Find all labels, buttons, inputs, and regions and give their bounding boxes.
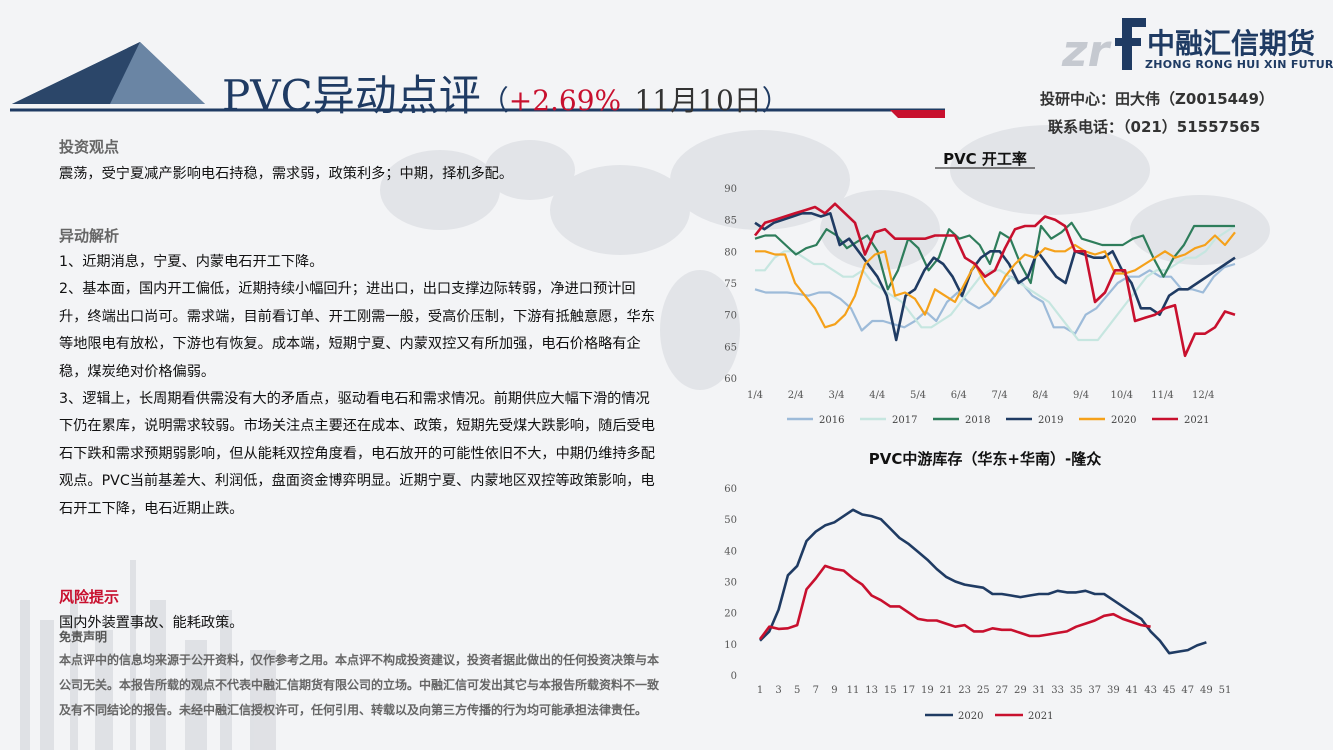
chart2-x-tick: 19 <box>921 685 934 696</box>
title-date: 11月10日 <box>634 84 762 117</box>
chart2-x-tick: 23 <box>958 685 971 696</box>
risk-heading: 风险提示 <box>59 588 120 606</box>
chart1-x-tick: 2/4 <box>788 390 804 401</box>
chart2-x-tick: 41 <box>1126 685 1139 696</box>
chart2-x-tick: 11 <box>847 685 860 696</box>
pvc-operating-rate-chart: PVC 开工率 60 65 70 75 80 85 90 1/4 2/4 3/4 4/4 5/4 6/4… <box>724 150 1236 426</box>
chart1-legend-label-2018: 2018 <box>965 415 990 426</box>
chart1-x-tick: 10/4 <box>1111 390 1133 401</box>
chart1-y-tick: 60 <box>724 374 737 385</box>
contact-researcher: 投研中心：田大伟（Z0015449） <box>1040 90 1274 108</box>
chart1-legend-label-2019: 2019 <box>1038 415 1063 426</box>
chart2-y-tick: 60 <box>724 484 737 495</box>
analysis-heading: 异动解析 <box>59 227 120 245</box>
chart1-series-line-2020 <box>755 231 1236 329</box>
header-decoration <box>10 42 945 118</box>
chart1-legend-label-2020: 2020 <box>1111 415 1136 426</box>
chart2-x-tick: 3 <box>775 685 781 696</box>
svg-text:zr: zr <box>1061 26 1112 77</box>
chart1-y-tick: 65 <box>724 342 737 353</box>
view-heading: 投资观点 <box>59 138 120 156</box>
chart2-x-tick: 9 <box>831 685 837 696</box>
chart1-series-line-2021 <box>753 202 1236 358</box>
chart1-x-tick: 9/4 <box>1073 390 1089 401</box>
chart1-title: PVC 开工率 <box>943 150 1027 168</box>
risk-text: 国内外装置事故、能耗政策。 <box>59 615 244 631</box>
chart2-y-tick: 50 <box>724 515 737 526</box>
chart2-x-tick: 51 <box>1219 685 1232 696</box>
chart1-x-tick: 1/4 <box>747 390 763 401</box>
chart2-series-line-2020 <box>759 508 1207 655</box>
chart2-x-tick: 43 <box>1144 685 1157 696</box>
chart2-y-tick: 20 <box>724 609 737 620</box>
chart2-x-tick: 33 <box>1051 685 1064 696</box>
chart1-series-line-2019 <box>754 212 1236 342</box>
chart2-y-tick: 0 <box>731 671 737 682</box>
chart1-series-line-2018 <box>754 221 1235 291</box>
chart1-x-tick: 5/4 <box>910 390 926 401</box>
chart2-x-tick: 39 <box>1107 685 1120 696</box>
company-logo: zr <box>1061 18 1146 77</box>
chart2-x-tick: 7 <box>813 685 819 696</box>
title-main: PVC异动点评 <box>222 71 481 120</box>
chart1-x-tick: 7/4 <box>991 390 1007 401</box>
chart2-x-tick: 37 <box>1088 685 1101 696</box>
chart2-x-tick: 27 <box>995 685 1008 696</box>
disclaimer-text: 本点评中的信息均来源于公开资料，仅作参考之用。本点评不构成投资建议，投资者据此做… <box>59 653 660 717</box>
chart1-series-line-2017 <box>755 225 1236 342</box>
chart2-x-tick: 25 <box>977 685 990 696</box>
chart1-x-tick: 11/4 <box>1151 390 1173 401</box>
chart2-legend-label-2020: 2020 <box>958 711 983 722</box>
title-change-percent: +2.69% <box>508 84 622 117</box>
chart2-x-tick: 1 <box>757 685 763 696</box>
chart1-legend-label-2016: 2016 <box>819 415 844 426</box>
chart1-x-tick: 3/4 <box>828 390 844 401</box>
chart1-x-tick: 12/4 <box>1192 390 1214 401</box>
title-close-paren: ） <box>761 84 790 117</box>
chart1-x-tick: 8/4 <box>1032 390 1048 401</box>
chart2-y-tick: 40 <box>724 546 737 557</box>
chart1-x-tick: 4/4 <box>869 390 885 401</box>
chart2-x-tick: 5 <box>794 685 800 696</box>
logo-chinese-name: 中融汇信期货 <box>1147 27 1316 60</box>
analysis-point-1: 1、近期消息，宁夏、内蒙电石开工下降。 <box>59 254 324 270</box>
contact-phone: 联系电话：（021）51557565 <box>1048 118 1261 136</box>
chart2-y-tick: 10 <box>724 640 737 651</box>
page-title: PVC异动点评（+2.69% 11月10日） <box>222 62 790 123</box>
chart2-legend-label-2021: 2021 <box>1028 711 1053 722</box>
chart2-x-tick: 31 <box>1033 685 1046 696</box>
view-text: 震荡，受宁夏减产影响电石持稳，需求弱，政策利多；中期，择机多配。 <box>59 166 514 182</box>
chart1-legend-label-2017: 2017 <box>892 415 917 426</box>
chart1-y-tick: 70 <box>724 311 737 322</box>
chart2-x-tick: 35 <box>1070 685 1083 696</box>
chart2-x-tick: 15 <box>884 685 897 696</box>
disclaimer-heading: 免责声明 <box>59 630 108 644</box>
chart1-y-tick: 80 <box>724 247 737 258</box>
analysis-point-3: 3、逻辑上，长周期看供需没有大的矛盾点，驱动看电石和需求情况。前期供应大幅下滑的… <box>59 391 655 517</box>
logo-english-name: ZHONG RONG HUI XIN FUTURES <box>1145 58 1333 71</box>
chart1-y-tick: 85 <box>724 216 737 227</box>
analysis-point-2: 2、基本面，国内开工偏低，近期持续小幅回升；进出口，出口支撑边际转弱，净进口预计… <box>59 281 655 380</box>
chart2-y-tick: 30 <box>724 578 737 589</box>
chart2-x-tick: 17 <box>902 685 915 696</box>
chart2-x-tick: 49 <box>1200 685 1213 696</box>
chart2-title: PVC中游库存（华东+华南）-隆众 <box>869 450 1101 468</box>
chart2-x-tick: 47 <box>1181 685 1194 696</box>
title-open-paren: （ <box>480 84 509 117</box>
chart1-y-tick: 90 <box>724 184 737 195</box>
chart1-legend-label-2021: 2021 <box>1184 415 1209 426</box>
chart1-x-tick: 6/4 <box>951 390 967 401</box>
chart1-y-tick: 75 <box>724 279 737 290</box>
chart2-x-tick: 13 <box>865 685 878 696</box>
chart2-x-tick: 29 <box>1014 685 1027 696</box>
chart2-series-line-2021 <box>758 564 1151 640</box>
chart2-x-tick: 45 <box>1163 685 1176 696</box>
chart2-x-tick: 21 <box>940 685 953 696</box>
analysis-block: 1、近期消息，宁夏、内蒙电石开工下降。 2、基本面，国内开工偏低，近期持续小幅回… <box>59 249 659 523</box>
